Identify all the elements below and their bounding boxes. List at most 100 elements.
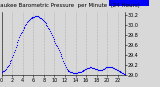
Point	[26, 21, 28, 23]
Point	[106, 67, 108, 68]
Point	[37, 16, 40, 17]
Point	[60, 56, 63, 57]
Point	[61, 58, 64, 59]
Point	[100, 69, 102, 70]
Point	[104, 67, 107, 68]
Point	[96, 69, 99, 70]
Point	[54, 42, 57, 43]
Point	[110, 67, 113, 68]
Point	[19, 34, 21, 35]
Point	[66, 69, 69, 70]
Point	[7, 64, 10, 66]
Point	[12, 54, 14, 56]
Point	[9, 61, 12, 62]
Point	[105, 67, 108, 68]
Point	[111, 67, 114, 68]
Point	[65, 66, 67, 68]
Point	[79, 71, 81, 72]
Point	[113, 68, 116, 69]
Point	[116, 69, 118, 70]
Point	[34, 15, 36, 17]
Point	[42, 19, 44, 21]
Point	[44, 23, 47, 24]
Point	[97, 70, 100, 71]
Point	[28, 19, 30, 21]
Point	[27, 21, 29, 22]
Point	[63, 62, 65, 64]
Point	[123, 73, 125, 74]
Point	[46, 25, 49, 27]
Point	[80, 71, 82, 72]
Point	[117, 70, 120, 72]
Point	[44, 21, 46, 23]
Point	[71, 72, 73, 73]
Point	[102, 68, 105, 70]
Point	[33, 16, 36, 17]
Point	[122, 73, 124, 74]
Point	[83, 69, 86, 70]
Point	[109, 66, 111, 68]
Point	[36, 15, 39, 17]
Point	[91, 67, 94, 68]
Point	[5, 68, 7, 70]
Point	[40, 17, 43, 19]
Point	[2, 71, 5, 72]
Point	[22, 27, 25, 29]
Point	[101, 69, 103, 70]
Point	[52, 38, 55, 39]
Point	[53, 40, 56, 41]
Point	[120, 72, 123, 73]
Point	[87, 67, 89, 68]
Point	[85, 68, 87, 70]
Point	[73, 72, 76, 74]
Point	[72, 72, 75, 74]
Point	[114, 68, 116, 70]
Point	[80, 71, 83, 72]
Point	[15, 44, 18, 45]
Point	[115, 69, 117, 70]
Point	[41, 19, 43, 20]
Point	[45, 24, 48, 25]
Point	[121, 72, 124, 74]
Point	[23, 26, 26, 27]
Point	[62, 60, 64, 62]
Point	[92, 67, 94, 68]
Point	[94, 68, 96, 70]
Point	[87, 67, 90, 68]
Point	[70, 72, 72, 73]
Point	[69, 71, 72, 72]
Point	[7, 65, 9, 66]
Point	[24, 25, 27, 26]
Point	[21, 31, 23, 32]
Point	[56, 46, 58, 47]
Point	[81, 70, 84, 72]
Point	[74, 72, 77, 74]
Point	[59, 54, 62, 55]
Point	[99, 70, 101, 71]
Point	[88, 67, 91, 68]
Point	[58, 52, 61, 53]
Point	[118, 71, 121, 72]
Point	[77, 72, 80, 73]
Point	[47, 27, 50, 28]
Point	[20, 33, 22, 34]
Point	[119, 71, 122, 72]
Point	[21, 29, 24, 30]
Point	[14, 49, 16, 50]
Point	[38, 17, 41, 18]
Point	[39, 17, 42, 18]
Point	[82, 70, 85, 71]
Point	[68, 71, 71, 72]
Point	[76, 72, 79, 74]
Point	[89, 67, 92, 68]
Point	[116, 70, 119, 71]
Point	[95, 69, 98, 70]
Point	[13, 52, 15, 53]
Point	[78, 72, 80, 73]
Point	[1, 71, 4, 72]
Point	[25, 23, 28, 24]
Point	[11, 57, 13, 58]
Point	[75, 72, 78, 74]
Point	[90, 67, 93, 68]
Point	[32, 16, 35, 17]
